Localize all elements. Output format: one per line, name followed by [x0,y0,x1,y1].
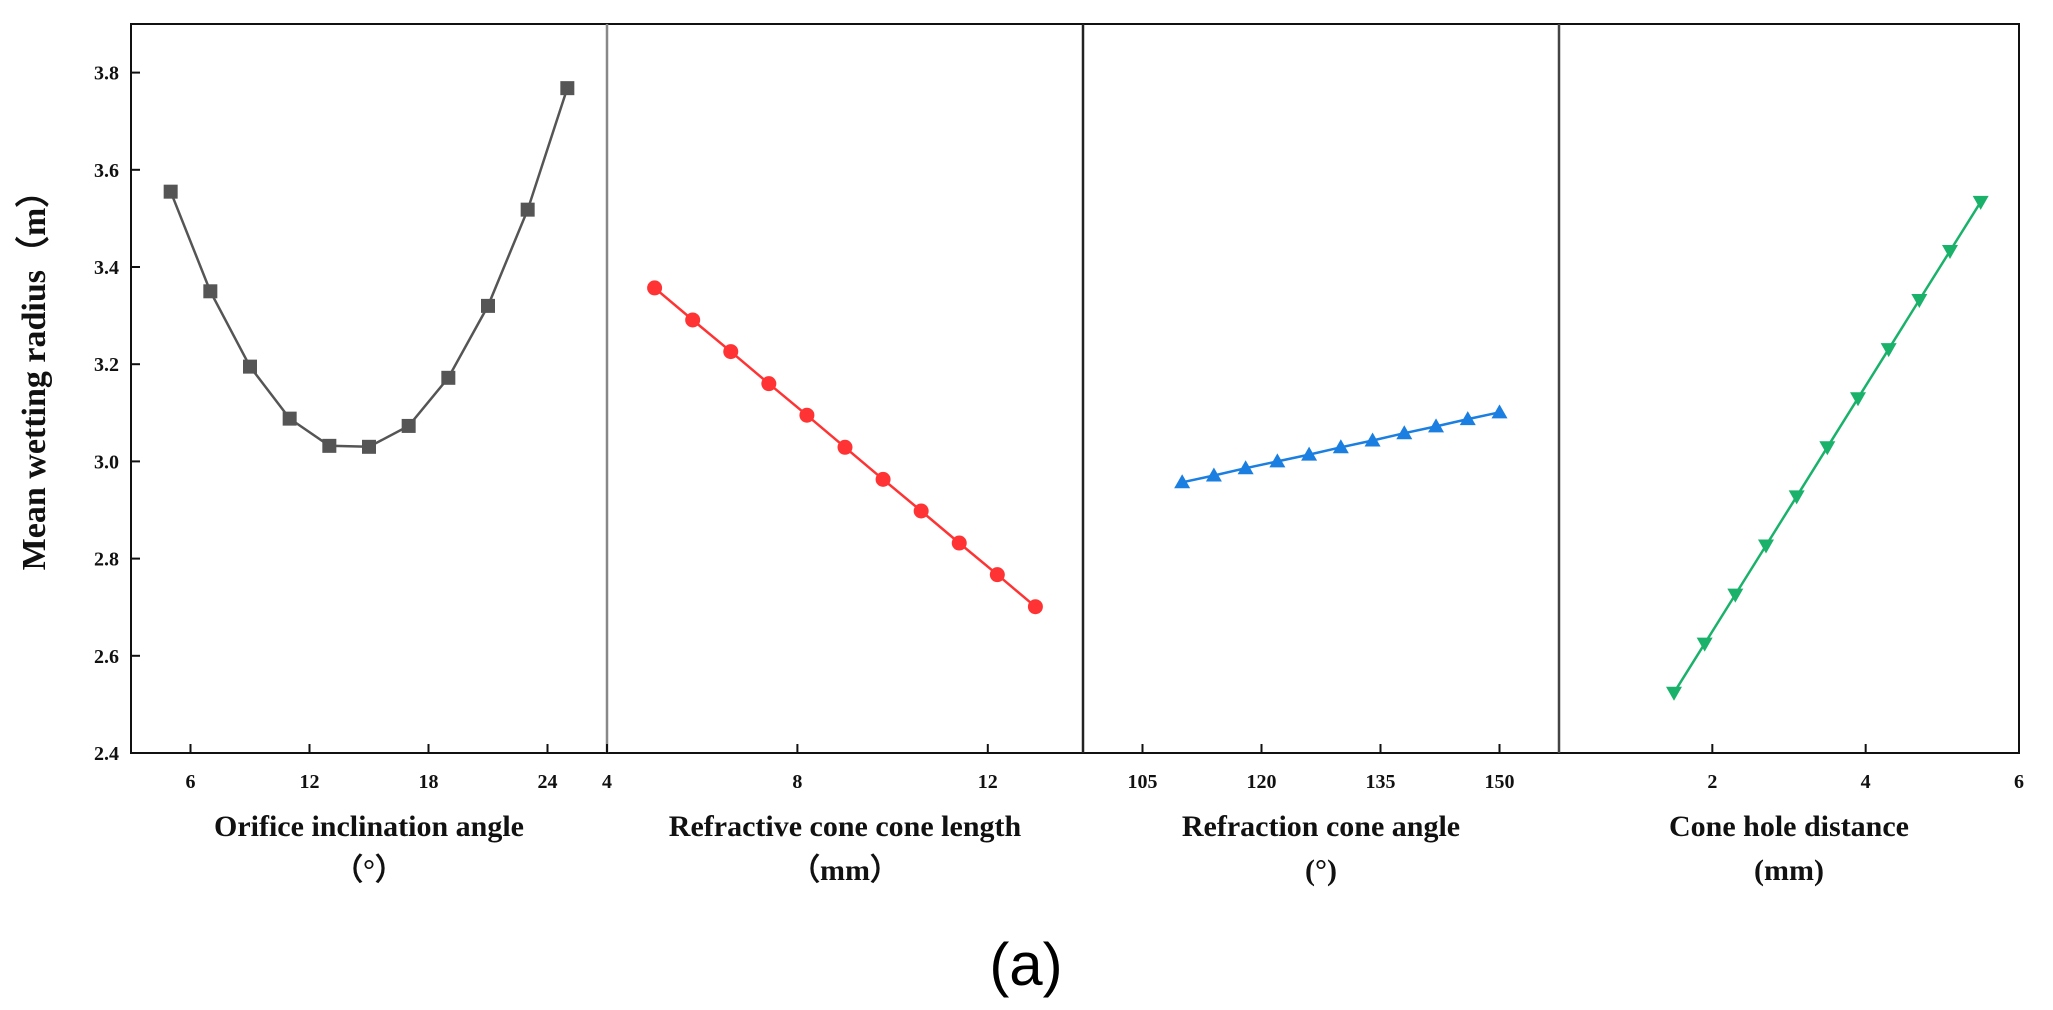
data-point [1301,446,1318,461]
data-point [1491,404,1508,419]
series-line [169,87,569,449]
data-point [837,439,853,455]
y-tick-label: 3.4 [94,257,119,279]
x-tick-label: 135 [1366,771,1396,793]
data-point [1758,539,1774,554]
data-point [362,439,376,454]
chart-panel-3: 105 120 135 150 Refraction cone angle (°) [1128,404,1515,887]
data-point [401,418,416,433]
data-point [647,280,663,296]
x-tick-label: 12 [300,771,320,793]
data-point [1880,343,1897,358]
x-tick-label: 12 [978,771,998,793]
x-axis-label: Orifice inclination angle [214,810,524,843]
y-tick-label: 2.4 [94,743,119,765]
x-tick-label: 24 [538,771,558,793]
data-point [1696,637,1713,652]
data-point [875,471,891,487]
data-point [282,411,297,426]
data-point [560,81,575,96]
data-point [1788,490,1805,505]
chart-panel-1: 6 12 18 24 Orifice inclination angle （°） [163,81,575,887]
data-point [1269,453,1286,468]
data-point [1666,686,1682,701]
y-tick-label: 3.2 [94,354,119,376]
data-point [481,298,495,313]
data-point [1364,432,1381,447]
data-point [1459,411,1476,426]
data-point [1972,195,1989,210]
data-point [1174,474,1191,489]
x-tick-label: 6 [2014,771,2024,793]
data-point [322,438,337,453]
data-point [243,359,257,374]
x-tick-label: 150 [1485,771,1515,793]
data-point [1205,467,1222,482]
data-point [1850,392,1866,407]
x-axis-unit: （°） [333,853,405,887]
plot-border [130,23,2020,754]
x-tick-label: 105 [1128,771,1158,793]
x-axis-label: Refraction cone angle [1182,810,1460,843]
x-tick-label: 120 [1247,771,1277,793]
data-point [1911,294,1928,309]
data-point [1727,588,1744,603]
data-point [1428,418,1445,433]
data-point [1027,599,1043,615]
x-tick-label: 4 [602,771,612,793]
data-point [441,370,456,385]
data-point [951,535,967,551]
data-point [761,376,777,392]
data-point [163,184,178,199]
data-point [1942,244,1958,259]
y-axis-label: Mean wetting radius（m） [14,174,53,571]
data-point [989,567,1005,583]
x-axis-label: Cone hole distance [1669,810,1909,843]
data-point [799,407,815,423]
x-axis-unit: （mm） [790,853,900,887]
data-point [1396,425,1413,440]
y-tick-label: 2.8 [94,549,119,571]
x-tick-label: 4 [1861,771,1871,793]
y-tick-label: 3.0 [94,451,119,473]
data-point [1332,439,1349,454]
data-point [723,344,739,360]
x-tick-label: 8 [792,771,802,793]
data-point [520,202,535,217]
plot-frame: 2.4 2.6 2.8 3.0 3.2 3.4 3.6 3.8 [94,23,2020,765]
y-tick-label: 3.6 [94,160,119,182]
y-tick-label: 2.6 [94,646,119,668]
x-axis-unit: (°) [1305,854,1337,887]
figure-caption: (a) [989,931,1062,998]
x-axis-unit: (mm) [1754,854,1824,887]
chart-panel-2: 4 8 12 Refractive cone cone length （mm） [602,280,1043,887]
data-point [203,284,218,299]
data-point [913,503,929,519]
x-tick-label: 6 [186,771,196,793]
data-point [1819,441,1836,456]
data-point [685,312,701,328]
x-tick-label: 2 [1707,771,1717,793]
y-tick-label: 3.8 [94,63,119,85]
x-axis-label: Refractive cone cone length [669,810,1022,843]
data-point [1237,460,1254,475]
x-tick-label: 18 [419,771,439,793]
chart-panel-4: 2 4 6 Cone hole distance (mm) [1666,195,2024,887]
